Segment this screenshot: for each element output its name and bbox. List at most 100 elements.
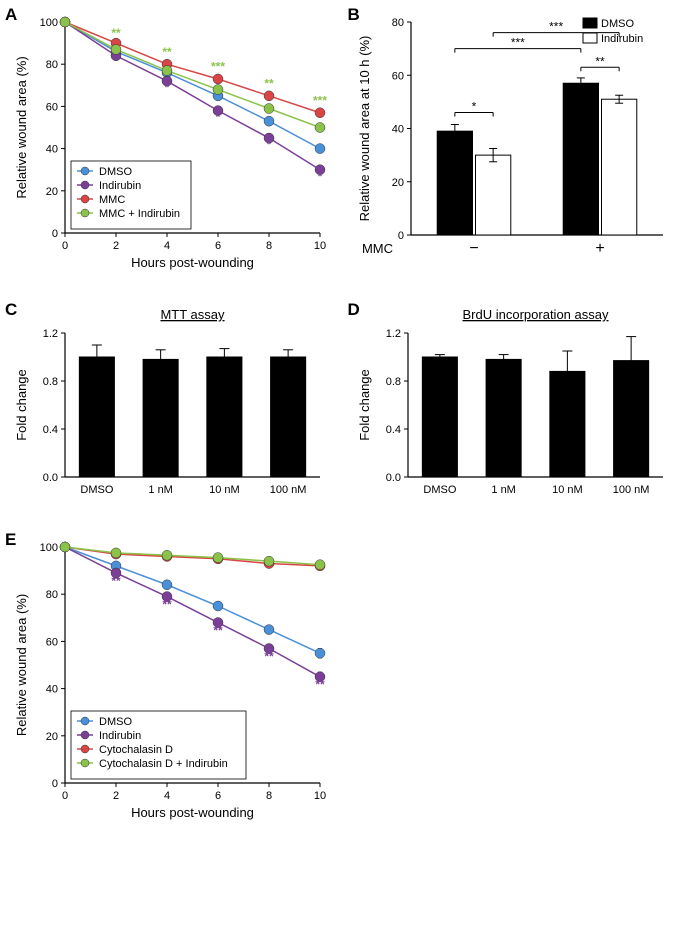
svg-text:+: + [595, 240, 604, 257]
svg-text:60: 60 [46, 636, 58, 648]
svg-text:0: 0 [52, 228, 58, 240]
svg-text:Indirubin: Indirubin [99, 730, 141, 742]
svg-text:40: 40 [46, 144, 58, 156]
svg-text:**: ** [111, 26, 121, 40]
svg-text:Hours post-wounding: Hours post-wounding [131, 805, 254, 820]
svg-text:20: 20 [391, 177, 403, 189]
svg-text:Hours post-wounding: Hours post-wounding [131, 255, 254, 270]
panel-d-label: D [348, 300, 360, 320]
svg-text:DMSO: DMSO [423, 484, 456, 496]
panel-c: C MTT assay0.00.40.81.2Fold changeDMSO1 … [10, 305, 333, 505]
svg-text:100: 100 [40, 542, 58, 554]
svg-text:20: 20 [46, 186, 58, 198]
svg-text:0: 0 [52, 778, 58, 790]
svg-text:8: 8 [266, 790, 272, 802]
svg-text:20: 20 [46, 731, 58, 743]
svg-text:*: * [471, 100, 476, 114]
svg-text:0.8: 0.8 [385, 376, 400, 388]
svg-text:6: 6 [215, 240, 221, 252]
svg-text:MMC + Indirubin: MMC + Indirubin [99, 208, 180, 220]
svg-text:10 nM: 10 nM [209, 484, 240, 496]
svg-text:**: ** [111, 574, 121, 588]
svg-text:DMSO: DMSO [601, 18, 634, 30]
svg-text:Fold change: Fold change [357, 369, 372, 441]
svg-text:0.0: 0.0 [385, 472, 400, 484]
svg-text:60: 60 [391, 70, 403, 82]
svg-text:**: ** [162, 45, 172, 59]
svg-text:0.4: 0.4 [43, 424, 58, 436]
svg-text:−: − [469, 240, 478, 257]
svg-text:MMC: MMC [99, 194, 125, 206]
svg-text:BrdU incorporation assay: BrdU incorporation assay [462, 307, 608, 322]
panel-a-label: A [5, 5, 17, 25]
svg-text:MMC: MMC [361, 241, 392, 256]
panel-b-label: B [348, 5, 360, 25]
svg-text:*: * [267, 138, 272, 152]
svg-text:1.2: 1.2 [385, 328, 400, 340]
svg-text:*: * [216, 110, 221, 124]
svg-text:4: 4 [164, 790, 170, 802]
svg-text:8: 8 [266, 240, 272, 252]
svg-text:1 nM: 1 nM [491, 484, 515, 496]
svg-text:**: ** [162, 597, 172, 611]
svg-text:60: 60 [46, 101, 58, 113]
svg-text:Relative wound area (%): Relative wound area (%) [14, 56, 29, 198]
svg-text:0.0: 0.0 [43, 472, 58, 484]
svg-text:100 nM: 100 nM [270, 484, 307, 496]
svg-text:80: 80 [46, 59, 58, 71]
svg-text:80: 80 [46, 589, 58, 601]
svg-text:0: 0 [397, 230, 403, 242]
svg-text:**: ** [595, 54, 605, 68]
panel-a: A 0204060801000246810Hours post-wounding… [10, 10, 333, 275]
svg-text:DMSO: DMSO [99, 716, 132, 728]
svg-text:***: *** [510, 36, 524, 50]
svg-text:MTT assay: MTT assay [160, 307, 225, 322]
svg-text:**: ** [264, 76, 274, 90]
svg-text:*: * [165, 81, 170, 95]
svg-text:0.4: 0.4 [385, 424, 400, 436]
panel-e: E 0204060801000246810Hours post-wounding… [10, 535, 333, 825]
panel-b-chart: 0 20 40 60 80 Relative wound area at 10 h (%)… [353, 10, 673, 275]
svg-text:Relative wound area at 10 h (%: Relative wound area at 10 h (%) [357, 36, 372, 222]
svg-text:***: *** [549, 20, 563, 34]
panel-b: B 020406080Relative wound area at 10 h (… [353, 10, 676, 275]
svg-text:10: 10 [314, 790, 326, 802]
svg-text:100 nM: 100 nM [612, 484, 649, 496]
svg-text:4: 4 [164, 240, 170, 252]
panel-d-chart: BrdU incorporation assay 0.0 0.4 0.8 1.2 Fold… [353, 305, 673, 505]
svg-text:80: 80 [391, 17, 403, 29]
svg-text:***: *** [313, 93, 327, 107]
svg-text:2: 2 [113, 240, 119, 252]
svg-text:Fold change: Fold change [14, 369, 29, 441]
svg-text:40: 40 [46, 684, 58, 696]
svg-text:0.8: 0.8 [43, 376, 58, 388]
svg-text:10 nM: 10 nM [552, 484, 583, 496]
svg-text:40: 40 [391, 124, 403, 136]
svg-text:1 nM: 1 nM [148, 484, 172, 496]
panel-a-chart: 0 20 40 60 80 100 0 2 4 6 8 10 Hours post-wounding Re… [10, 10, 330, 275]
svg-text:Indirubin: Indirubin [99, 180, 141, 192]
svg-text:Indirubin: Indirubin [601, 33, 643, 45]
svg-text:6: 6 [215, 790, 221, 802]
panel-e-label: E [5, 530, 16, 550]
svg-text:DMSO: DMSO [99, 166, 132, 178]
svg-text:100: 100 [40, 17, 58, 29]
svg-text:**: ** [264, 649, 274, 663]
svg-text:10: 10 [314, 240, 326, 252]
svg-text:DMSO: DMSO [80, 484, 113, 496]
svg-text:Relative wound area (%): Relative wound area (%) [14, 594, 29, 736]
panel-c-label: C [5, 300, 17, 320]
panel-c-chart: MTT assay 0.0 0.4 0.8 1.2 Fold change DMSO 1 nM… [10, 305, 330, 505]
svg-text:0: 0 [62, 240, 68, 252]
svg-text:**: ** [213, 623, 223, 637]
svg-text:*: * [318, 169, 323, 183]
svg-text:**: ** [315, 678, 325, 692]
panel-e-chart: 0 20 40 60 80 100 0 2 4 6 8 10 Hours post-wounding Re… [10, 535, 330, 825]
svg-text:***: *** [211, 60, 225, 74]
svg-text:1.2: 1.2 [43, 328, 58, 340]
svg-text:Cytochalasin D + Indirubin: Cytochalasin D + Indirubin [99, 758, 228, 770]
svg-text:0: 0 [62, 790, 68, 802]
svg-text:Cytochalasin D: Cytochalasin D [99, 744, 173, 756]
svg-text:2: 2 [113, 790, 119, 802]
panel-d: D BrdU incorporation assay0.00.40.81.2Fo… [353, 305, 676, 505]
